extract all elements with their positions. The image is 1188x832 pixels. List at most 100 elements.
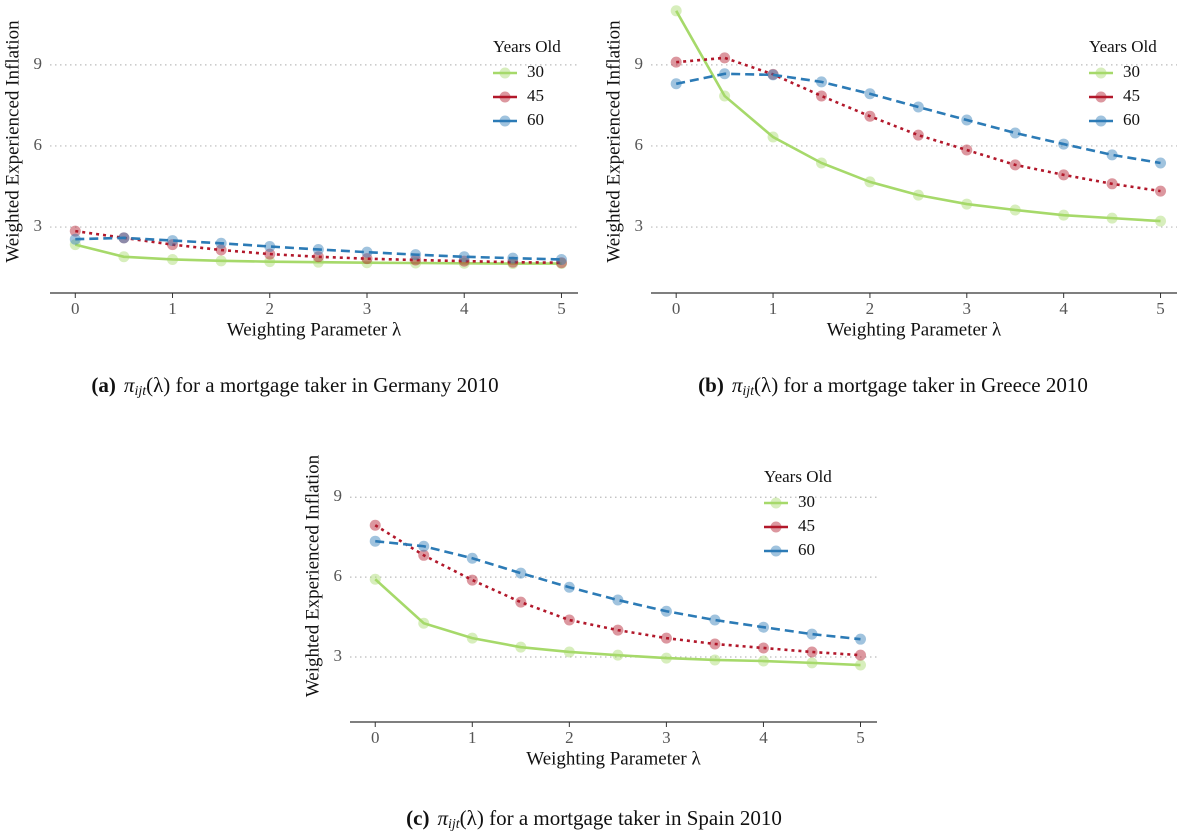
legend-swatch-point <box>499 115 511 127</box>
x-tick-label: 5 <box>856 728 865 747</box>
y-tick-label: 9 <box>34 54 43 73</box>
data-point <box>264 248 276 260</box>
x-tick-label: 5 <box>1156 299 1165 318</box>
y-axis-label: Weighted Experienced Inflation <box>302 454 323 697</box>
data-point <box>660 605 672 617</box>
series-line <box>75 236 562 261</box>
caption-text: (λ) for a mortgage taker in Germany 2010 <box>146 373 498 397</box>
x-tick-label: 5 <box>557 299 566 318</box>
data-point <box>369 535 381 547</box>
data-point <box>757 642 769 654</box>
legend-swatch-point <box>1095 91 1107 103</box>
series-line <box>675 72 1161 165</box>
data-point <box>361 246 373 258</box>
data-point <box>215 255 227 267</box>
y-axis-label: Weighted Experienced Inflation <box>603 20 624 263</box>
legend-title: Years Old <box>1089 37 1157 56</box>
data-point <box>466 552 478 564</box>
data-point <box>660 632 672 644</box>
data-point <box>466 574 478 586</box>
data-point <box>757 655 769 667</box>
caption: (c) πijt(λ) for a mortgage taker in Spain… <box>406 806 782 832</box>
legend-swatch-point <box>1095 67 1107 79</box>
caption: (a) πijt(λ) for a mortgage taker in Germa… <box>91 373 498 399</box>
data-point <box>1058 169 1070 181</box>
data-point <box>555 258 567 270</box>
data-point <box>118 232 130 244</box>
x-tick-label: 0 <box>71 299 80 318</box>
data-point <box>855 649 867 661</box>
data-point <box>815 76 827 88</box>
caption-subscript: ijt <box>134 384 147 399</box>
y-tick-label: 6 <box>34 135 43 154</box>
legend-swatch-point <box>770 521 782 533</box>
x-tick-label: 4 <box>460 299 469 318</box>
data-point <box>507 252 519 264</box>
legend-label: 45 <box>798 516 815 535</box>
data-point <box>1058 138 1070 150</box>
x-tick-label: 3 <box>662 728 671 747</box>
x-tick-label: 2 <box>565 728 574 747</box>
y-tick-label: 9 <box>635 54 644 73</box>
x-tick-label: 3 <box>963 299 972 318</box>
caption-symbol: π <box>437 806 448 830</box>
data-point <box>410 249 422 261</box>
data-point <box>515 567 527 579</box>
data-point <box>69 233 81 245</box>
data-point <box>1106 149 1118 161</box>
data-point <box>757 621 769 633</box>
data-point <box>709 654 721 666</box>
data-point <box>312 256 324 268</box>
y-tick-label: 9 <box>334 486 343 505</box>
x-tick-label: 2 <box>866 299 875 318</box>
data-point <box>1155 157 1167 169</box>
x-tick-label: 3 <box>363 299 372 318</box>
data-point <box>458 255 470 267</box>
x-tick-label: 0 <box>672 299 681 318</box>
caption-text: (λ) for a mortgage taker in Greece 2010 <box>754 373 1088 397</box>
data-point <box>466 632 478 644</box>
legend-label: 60 <box>527 110 544 129</box>
data-point <box>563 614 575 626</box>
x-axis-label: Weighting Parameter λ <box>827 319 1002 340</box>
data-point <box>815 90 827 102</box>
legend-swatch-point <box>770 497 782 509</box>
data-point <box>369 519 381 531</box>
data-point <box>912 101 924 113</box>
legend-label: 60 <box>798 540 815 559</box>
data-point <box>215 244 227 256</box>
data-point <box>264 256 276 268</box>
x-tick-label: 2 <box>266 299 275 318</box>
data-point <box>1009 127 1021 139</box>
data-point <box>1058 209 1070 221</box>
data-point <box>709 614 721 626</box>
caption-symbol: π <box>732 373 743 397</box>
caption-text: (λ) for a mortgage taker in Spain 2010 <box>460 806 782 830</box>
data-point <box>515 641 527 653</box>
legend-swatch-point <box>499 91 511 103</box>
data-point <box>361 253 373 265</box>
data-point <box>515 596 527 608</box>
caption-label: (c) <box>406 806 429 830</box>
data-point <box>312 251 324 263</box>
data-point <box>1009 204 1021 216</box>
data-point <box>69 239 81 251</box>
legend-label: 45 <box>527 86 544 105</box>
legend-swatch-point <box>1095 115 1107 127</box>
data-point <box>719 68 731 80</box>
series-line <box>676 56 1161 193</box>
data-point <box>719 52 731 64</box>
legend-label: 60 <box>1123 110 1140 129</box>
data-point <box>167 253 179 265</box>
legend-title: Years Old <box>764 467 832 486</box>
data-point <box>1155 215 1167 227</box>
data-point <box>806 657 818 669</box>
y-tick-label: 3 <box>34 216 43 235</box>
data-point <box>1009 159 1021 171</box>
data-point <box>1106 178 1118 190</box>
y-tick-label: 3 <box>635 216 644 235</box>
data-point <box>660 652 672 664</box>
data-point <box>1155 185 1167 197</box>
data-point <box>118 251 130 263</box>
